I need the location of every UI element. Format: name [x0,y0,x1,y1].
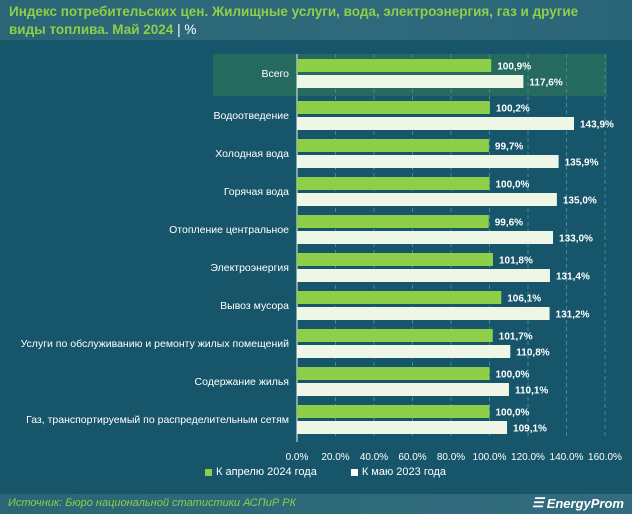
x-tick-label: 120,0% [511,452,545,460]
bar-april-2024 [297,59,492,72]
x-tick-label: 160,0% [588,452,622,460]
category-label: Газ, транспортируемый по распределительн… [26,414,289,426]
category-label: Всего [261,68,289,80]
x-tick-label: 60,0% [398,452,426,460]
bar-april-2024 [297,139,489,152]
data-label: 100,0% [496,180,530,191]
data-label: 109,1% [513,424,547,435]
x-tick-label: 40,0% [360,452,388,460]
bar-april-2024 [297,405,490,418]
data-label: 101,7% [499,332,533,343]
category-label: Отопление центральное [169,224,289,236]
legend-swatch [350,468,358,476]
category-label: Услуги по обслуживанию и ремонту жилых п… [21,338,290,350]
footer: Источник: Бюро национальной статистики А… [0,494,632,514]
data-label: 117,6% [529,78,562,89]
bar-april-2024 [297,101,490,114]
chart-title: Индекс потребительских цен. Жилищные усл… [9,4,579,37]
data-label: 133,0% [559,234,593,245]
bar-may-2023 [297,345,511,358]
x-tick-label: 0,0% [286,452,309,460]
category-label: Вывоз мусора [220,300,289,312]
bar-april-2024 [297,329,493,342]
bar-may-2023 [297,193,557,206]
data-label: 135,0% [563,196,597,207]
legend: К апрелю 2024 года К маю 2023 года [205,466,446,478]
category-label: Горячая вода [224,186,289,198]
data-label: 131,2% [556,310,590,321]
bar-april-2024 [297,177,490,190]
data-label: 131,4% [556,272,590,283]
x-tick-label: 140,0% [550,452,584,460]
x-tick-label: 20,0% [321,452,349,460]
data-label: 101,8% [499,256,533,267]
data-label: 143,9% [580,120,614,131]
category-label: Холодная вода [215,148,289,160]
bar-chart: 0,0% 20,0% 40,0% 60,0% 80,0% 100,0% 120,0% 140,… [21,54,622,460]
logo-text: EnergyProm [546,495,624,511]
bar-may-2023 [297,75,524,88]
legend-label: К маю 2023 года [361,466,447,478]
bar-may-2023 [297,421,508,434]
category-label: Электроэнергия [210,262,289,274]
category-label: Водоотведение [213,110,289,122]
bar-may-2023 [297,117,575,130]
x-tick-label: 100,0% [473,452,507,460]
data-label: 110,8% [516,348,549,359]
bar-may-2023 [297,269,550,282]
logo: ☰ EnergyProm [532,495,624,511]
data-label: 110,1% [515,386,548,397]
legend-label: К апрелю 2024 года [216,466,317,478]
source-text: Источник: Бюро национальной статистики А… [8,497,297,509]
bar-may-2023 [297,231,554,244]
legend-item-april: К апрелю 2024 года [205,466,317,478]
logo-icon: ☰ [532,495,544,510]
bar-april-2024 [297,215,489,228]
unit-label: % [184,22,197,37]
bar-may-2023 [297,307,550,320]
title-text: Индекс потребительских цен. Жилищные усл… [9,4,579,37]
category-label: Содержание жилья [195,376,289,388]
legend-swatch [205,468,212,476]
bar-may-2023 [297,155,559,168]
data-label: 99,6% [495,218,523,229]
data-label: 100,2% [496,104,530,115]
data-label: 100,0% [496,408,530,419]
x-tick-label: 80,0% [437,452,465,460]
bar-may-2023 [297,383,509,396]
bar-april-2024 [297,291,502,304]
data-label: 106,1% [507,294,541,305]
header: Индекс потребительских цен. Жилищные усл… [0,0,632,40]
bar-april-2024 [297,367,490,380]
data-label: 100,9% [497,62,531,73]
bar-april-2024 [297,253,493,266]
legend-item-may: К маю 2023 года [350,466,447,478]
data-label: 99,7% [495,142,523,153]
data-label: 100,0% [496,370,530,381]
data-label: 135,9% [565,158,599,169]
